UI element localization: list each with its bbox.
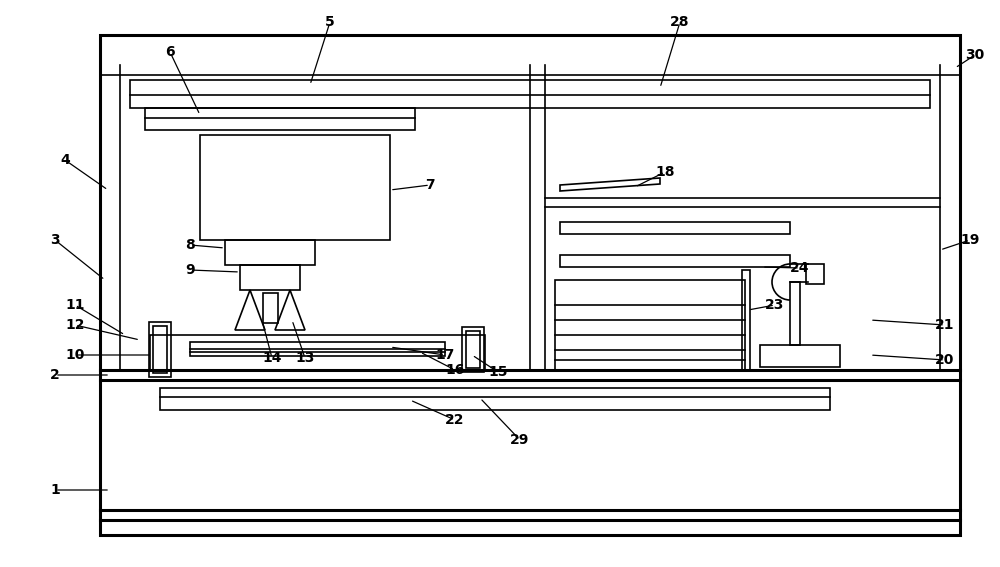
Bar (150, 335, 485, 370)
Text: 23: 23 (765, 298, 785, 312)
Bar (130, 80, 930, 108)
Text: 2: 2 (50, 368, 60, 382)
Bar (555, 280, 745, 370)
Text: 9: 9 (185, 263, 195, 277)
Text: 3: 3 (50, 233, 60, 247)
Text: 12: 12 (65, 318, 85, 332)
Bar (160, 388, 830, 410)
Text: 28: 28 (670, 15, 690, 29)
Text: 11: 11 (65, 298, 85, 312)
Bar (742, 270, 750, 370)
Bar (145, 108, 415, 130)
Text: 15: 15 (488, 365, 508, 379)
Bar (240, 265, 300, 290)
Bar (790, 282, 800, 345)
Bar (560, 222, 790, 234)
Text: 14: 14 (262, 351, 282, 365)
Bar (263, 293, 278, 323)
Bar (225, 240, 315, 265)
Text: 6: 6 (165, 45, 175, 59)
Bar (466, 331, 480, 368)
Text: 5: 5 (325, 15, 335, 29)
Text: 1: 1 (50, 483, 60, 497)
Bar (462, 327, 484, 372)
Text: 24: 24 (790, 261, 810, 275)
Text: 7: 7 (425, 178, 435, 192)
Text: 19: 19 (960, 233, 980, 247)
Text: 20: 20 (935, 353, 955, 367)
Text: 4: 4 (60, 153, 70, 167)
Text: 30: 30 (965, 48, 985, 62)
Text: 13: 13 (295, 351, 315, 365)
Text: 29: 29 (510, 433, 530, 447)
Bar (560, 255, 790, 267)
Bar (190, 342, 445, 356)
Bar (760, 345, 840, 367)
Text: 17: 17 (435, 348, 455, 362)
Text: 8: 8 (185, 238, 195, 252)
Text: 16: 16 (445, 363, 465, 377)
Bar (153, 326, 167, 373)
Bar (806, 264, 824, 284)
Bar (200, 135, 390, 240)
Text: 10: 10 (65, 348, 85, 362)
Bar (100, 35, 960, 535)
Bar (149, 322, 171, 377)
Text: 18: 18 (655, 165, 675, 179)
Text: 21: 21 (935, 318, 955, 332)
Text: 22: 22 (445, 413, 465, 427)
